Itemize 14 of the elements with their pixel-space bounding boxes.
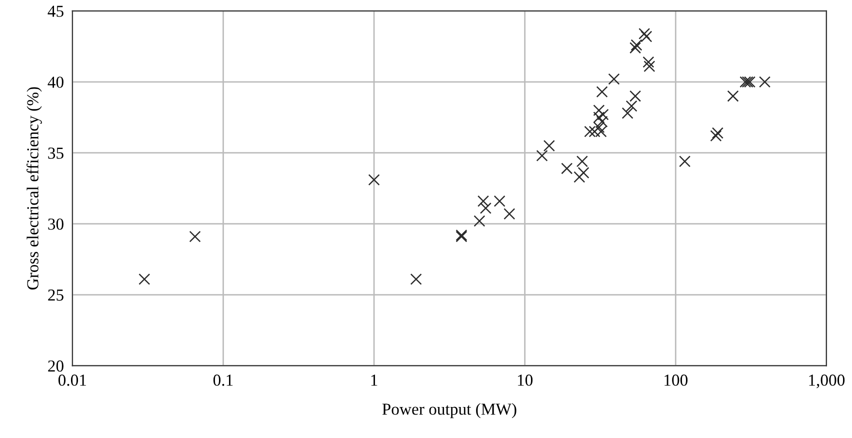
y-tick-label: 40 [48,76,64,88]
x-tick-label: 1,000 [809,374,845,388]
y-tick-label: 25 [48,290,64,301]
y-tick-label: 20 [48,360,64,372]
y-tick-label: 30 [48,218,64,230]
y-tick-label: 45 [48,6,64,17]
x-tick-label: 0.01 [58,374,86,386]
x-tick-label: 0.1 [213,374,233,386]
y-tick-label: 35 [48,148,64,159]
x-tick-label: 1 [371,374,378,386]
y-axis-title: Gross electrical efficiency (%) [26,87,42,290]
x-axis-title: Power output (MW) [382,403,516,418]
x-tick-label: 100 [664,374,688,386]
x-tick-label: 10 [518,374,533,386]
